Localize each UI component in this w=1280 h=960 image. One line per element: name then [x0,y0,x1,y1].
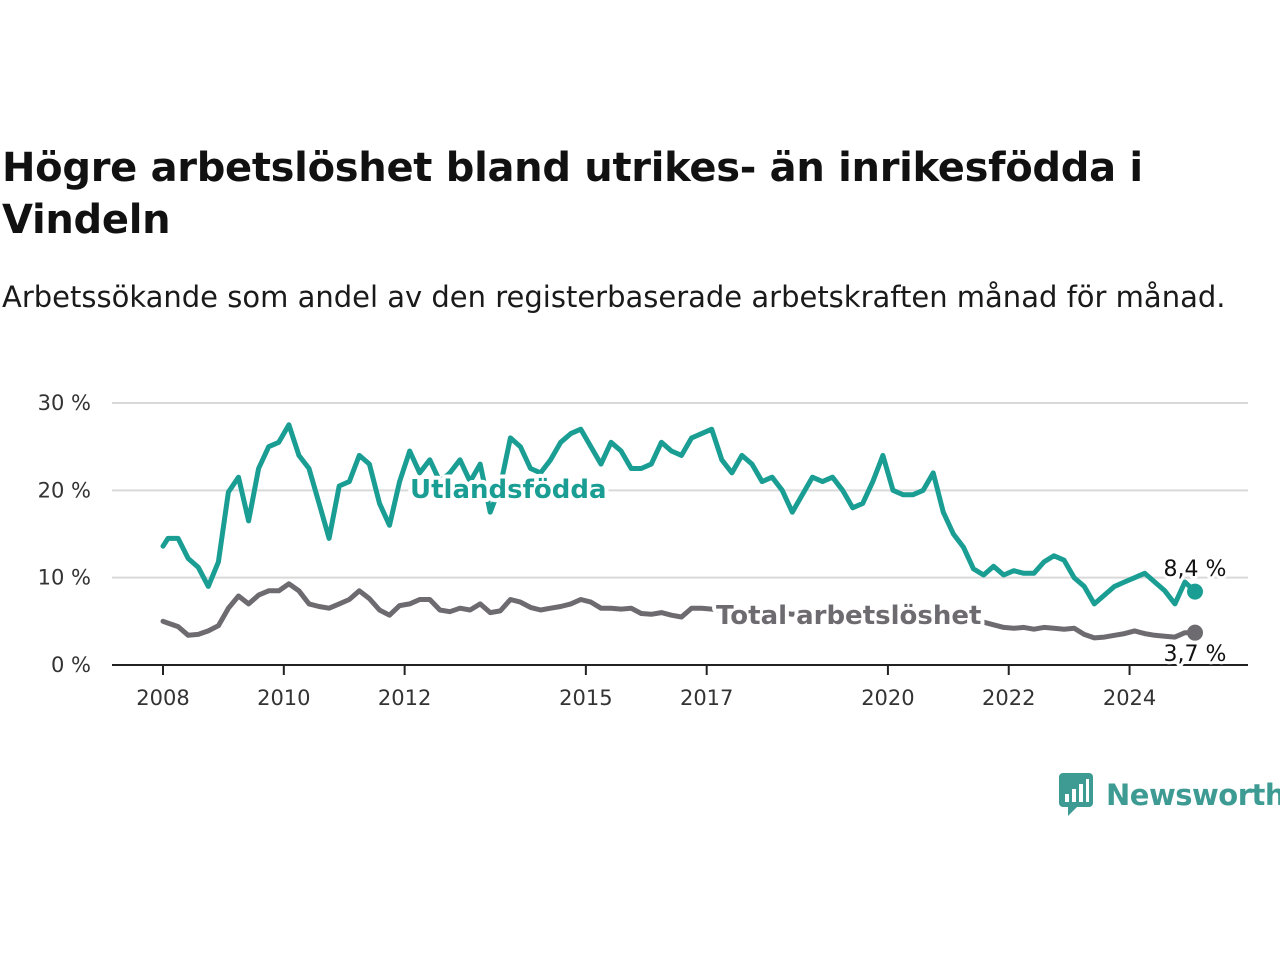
x-axis-ticks: 2008 2010 2012 2015 2017 2020 2022 2024 [136,665,1156,710]
y-tick-label: 10 % [38,566,91,590]
series-label-total: Total arbetslöshet [716,601,981,631]
chart-subtitle: Arbetssökande som andel av den registerb… [2,280,1226,314]
newsworthy-logo-icon [1059,773,1093,816]
x-tick-label: 2022 [982,686,1035,710]
y-tick-label: 0 % [51,653,91,677]
chart-title: Högre arbetslöshet bland utrikes- än inr… [2,145,1143,243]
y-tick-label: 30 % [38,391,91,415]
series-label-utlandsfodda: Utlandsfödda [410,475,607,505]
newsworthy-logo: Newsworthy [1058,772,1280,818]
series-end-point [1187,583,1203,600]
series-labels: Utlandsfödda Total arbetslöshet 8,4 % 3,7 % [406,471,1229,670]
x-tick-label: 2012 [378,686,431,710]
x-tick-label: 2020 [861,686,914,710]
end-value-label-total: 3,7 % [1164,642,1227,667]
end-value-label-utlandsfodda: 8,4 % [1164,557,1227,582]
y-tick-label: 20 % [38,478,91,502]
series-lines [160,422,1203,641]
x-tick-label: 2024 [1103,686,1156,710]
x-tick-label: 2017 [680,686,733,710]
x-tick-label: 2015 [559,686,612,710]
x-tick-label: 2008 [136,686,189,710]
y-axis-ticks: 0 % 10 % 20 % 30 % [38,391,91,677]
series-line [160,422,1198,607]
series-line [160,581,1198,641]
brand-name: Newsworthy [1106,778,1280,812]
grid-lines [112,402,1248,579]
series-end-point [1187,624,1203,641]
x-tick-label: 2010 [257,686,310,710]
